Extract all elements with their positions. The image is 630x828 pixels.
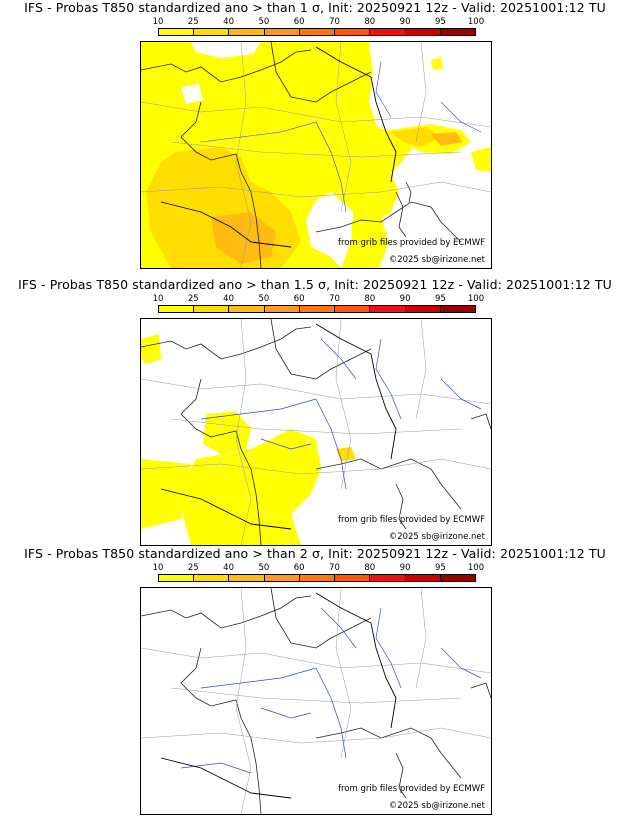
color-legend-bar (158, 574, 476, 582)
legend-swatch (194, 575, 230, 581)
legend-swatch (194, 29, 230, 35)
panel-title: IFS - Probas T850 standardized ano > tha… (24, 546, 606, 561)
legend-swatch (370, 575, 406, 581)
legend-label: 50 (258, 17, 270, 27)
map-panel-2-sigma: IFS - Probas T850 standardized ano > tha… (0, 546, 630, 816)
admin-borders (141, 42, 491, 268)
legend-label: 25 (187, 563, 199, 573)
legend-label: 50 (258, 563, 270, 573)
rivers (200, 61, 482, 213)
legend-label: 40 (223, 294, 235, 304)
legend-labels: 10 25 40 50 60 70 80 90 95 100 (153, 563, 485, 574)
country-borders (160, 592, 397, 799)
legend-swatch (264, 29, 300, 35)
legend-label: 60 (293, 563, 305, 573)
country-borders (160, 46, 397, 248)
legend-label: 90 (399, 563, 411, 573)
legend-swatch (299, 29, 336, 35)
legend-label: 60 (293, 17, 305, 27)
admin-borders (141, 588, 491, 814)
map-svg (141, 588, 491, 814)
legend-label: 100 (467, 17, 485, 27)
admin-borders (141, 319, 491, 545)
legend-swatch (159, 306, 195, 312)
panel-title: IFS - Probas T850 standardized ano > tha… (18, 277, 612, 292)
data-source-credit: from grib files provided by ECMWF (338, 238, 485, 248)
legend-swatch (264, 575, 300, 581)
legend-label: 100 (467, 563, 485, 573)
legend-swatch (405, 575, 441, 581)
map-svg (141, 42, 491, 268)
coastlines (141, 588, 491, 814)
no-probability-area (181, 42, 491, 268)
legend-swatch (440, 29, 475, 35)
legend-swatch (229, 575, 265, 581)
legend-swatch (405, 29, 441, 35)
legend-label: 80 (364, 294, 376, 304)
color-legend-bar (158, 28, 476, 36)
legend-swatch (299, 575, 336, 581)
panel-title: IFS - Probas T850 standardized ano > tha… (24, 0, 606, 15)
legend-labels: 10 25 40 50 60 70 80 90 95 100 (153, 294, 485, 305)
copyright-text: ©2025 sb@irizone.net (388, 801, 485, 811)
rivers (180, 607, 482, 774)
legend-swatch (264, 306, 300, 312)
legend-swatch (229, 29, 265, 35)
legend-label: 50 (258, 294, 270, 304)
legend-label: 90 (399, 17, 411, 27)
data-source-credit: from grib files provided by ECMWF (338, 515, 485, 525)
probability-area-yellow (141, 334, 356, 545)
data-source-credit: from grib files provided by ECMWF (338, 784, 485, 794)
legend-label: 60 (293, 294, 305, 304)
legend-label: 10 (152, 294, 164, 304)
copyright-text: ©2025 sb@irizone.net (388, 255, 485, 265)
legend-swatch (405, 306, 441, 312)
probability-area-light-orange (146, 127, 463, 268)
legend-swatch (370, 29, 406, 35)
copyright-text: ©2025 sb@irizone.net (388, 532, 485, 542)
legend-label: 70 (329, 17, 340, 27)
legend-swatch (335, 306, 371, 312)
legend-swatch (440, 306, 475, 312)
legend-label: 10 (152, 17, 164, 27)
legend-label: 70 (329, 294, 340, 304)
country-borders (160, 323, 397, 530)
legend-label: 40 (223, 17, 235, 27)
legend-label: 25 (187, 17, 199, 27)
probability-map: from grib files provided by ECMWF ©2025 … (140, 587, 492, 815)
legend-swatch (159, 29, 195, 35)
legend-label: 80 (364, 563, 376, 573)
coastlines (141, 319, 491, 545)
legend-swatch (299, 306, 336, 312)
legend-label: 95 (434, 294, 446, 304)
map-panel-1-5-sigma: IFS - Probas T850 standardized ano > tha… (0, 277, 630, 547)
legend-label: 100 (467, 294, 485, 304)
legend-swatch (159, 575, 195, 581)
legend-label: 90 (399, 294, 411, 304)
probability-map: from grib files provided by ECMWF ©2025 … (140, 318, 492, 546)
legend-swatch (440, 575, 475, 581)
map-svg (141, 319, 491, 545)
legend-labels: 10 25 40 50 60 70 80 90 95 100 (153, 17, 485, 28)
legend-label: 70 (329, 563, 340, 573)
legend-label: 95 (434, 17, 446, 27)
legend-swatch (335, 575, 371, 581)
legend-label: 10 (152, 563, 164, 573)
legend-label: 95 (434, 563, 446, 573)
map-panel-1-sigma: IFS - Probas T850 standardized ano > tha… (0, 0, 630, 270)
legend-label: 40 (223, 563, 235, 573)
legend-label: 25 (187, 294, 199, 304)
rivers (200, 338, 482, 490)
legend-swatch (335, 29, 371, 35)
legend-swatch (194, 306, 230, 312)
probability-map: from grib files provided by ECMWF ©2025 … (140, 41, 492, 269)
legend-swatch (229, 306, 265, 312)
legend-swatch (370, 306, 406, 312)
legend-label: 80 (364, 17, 376, 27)
color-legend-bar (158, 305, 476, 313)
coastlines (141, 42, 462, 268)
